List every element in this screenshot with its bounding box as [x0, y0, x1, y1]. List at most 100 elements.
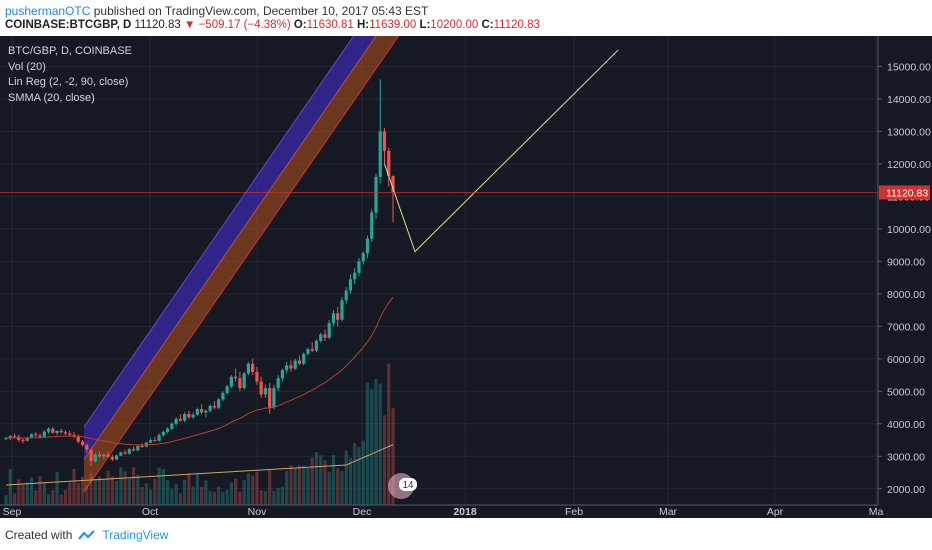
volume-bar	[102, 478, 106, 505]
price-tick-label: 6000.00	[887, 354, 925, 366]
candle-body	[327, 323, 331, 338]
candle-body	[344, 290, 348, 301]
candle-body	[12, 436, 17, 438]
volume-bar	[200, 487, 204, 505]
volume-bar	[76, 482, 80, 505]
volume-bar	[365, 382, 370, 505]
candle-body	[340, 300, 344, 320]
author-link[interactable]: pushermanOTC	[5, 4, 91, 18]
volume-bar	[319, 455, 323, 505]
volume-bar	[374, 378, 378, 505]
candle-body	[348, 279, 353, 291]
volume-bar	[59, 494, 63, 505]
price-tick-label: 3000.00	[887, 451, 925, 463]
candle-body	[263, 388, 268, 395]
time-tick-label: Mar	[659, 506, 678, 518]
price-tick-label: 9000.00	[887, 256, 925, 268]
volume-bar	[12, 493, 17, 505]
candle-body	[242, 373, 246, 389]
tradingview-logo-icon	[78, 529, 96, 540]
close-value: 11120.83	[493, 19, 540, 31]
candle-body	[191, 414, 195, 418]
candle-body	[131, 449, 136, 451]
drawings: 14	[0, 49, 878, 499]
low-label: L:	[419, 19, 431, 31]
volume-bar	[153, 478, 157, 505]
volume-bar	[302, 465, 306, 505]
last-price-tag-label: 11120.83	[886, 187, 928, 199]
candle-body	[51, 428, 55, 433]
candle-body	[80, 441, 85, 445]
volume-bar	[225, 489, 229, 505]
time-axis[interactable]: Sep Oct Nov Dec 2018 Feb Mar Apr Ma	[0, 504, 932, 518]
volume-bar	[387, 363, 391, 505]
volume-bar	[72, 469, 76, 505]
candle-body	[212, 405, 216, 408]
volume-bar	[276, 487, 280, 505]
candle-body	[102, 454, 106, 457]
volume-bar	[178, 493, 182, 505]
high-label: H:	[356, 19, 370, 31]
candle-body	[323, 334, 327, 338]
candle-body	[217, 399, 221, 408]
candle-body	[25, 437, 29, 441]
candle-body	[259, 381, 263, 395]
legend-volume[interactable]: Vol (20)	[8, 60, 46, 73]
candle-body	[391, 175, 395, 193]
candle-body	[319, 334, 323, 341]
tradingview-link[interactable]: TradingView	[102, 528, 169, 542]
candle-body	[225, 386, 229, 393]
price-tick-label: 7000.00	[887, 321, 925, 333]
linreg-channel	[83, 0, 424, 493]
volume-bar	[17, 479, 21, 505]
candle-body	[387, 150, 391, 176]
volume-bar	[42, 482, 46, 505]
candle-body	[251, 363, 255, 372]
chart-area[interactable]: 14 15000.0014000.0013000.0012000.0011000…	[0, 0, 932, 518]
volume-bar	[344, 450, 348, 505]
candle-body	[161, 431, 165, 436]
volume-bar	[229, 482, 233, 505]
volume-bar	[170, 488, 174, 505]
candle-body	[166, 428, 170, 432]
volume-bar	[63, 489, 68, 505]
candle-body	[208, 405, 212, 411]
down-arrow-icon: ▼	[183, 19, 196, 31]
candle-body	[353, 272, 357, 280]
candle-body	[255, 371, 259, 382]
candle-body	[85, 444, 89, 450]
price-axis[interactable]: 15000.0014000.0013000.0012000.0011000.00…	[877, 36, 932, 505]
candle-body	[336, 313, 340, 320]
time-tick-label: Oct	[142, 506, 158, 518]
volume-bar	[136, 474, 140, 505]
time-tick-label: Ma	[869, 506, 884, 518]
price-tick-label: 5000.00	[887, 386, 925, 398]
legend-smma[interactable]: SMMA (20, close)	[8, 91, 95, 104]
upper-channel-band	[84, 0, 401, 460]
published-text: published on TradingView.com, December 1…	[93, 4, 429, 18]
candle-body	[289, 365, 293, 369]
volume-bar	[340, 470, 344, 505]
candle-body	[221, 392, 225, 400]
volume-bar	[327, 471, 331, 505]
legend-linreg[interactable]: Lin Reg (2, -2, 90, close)	[8, 76, 129, 88]
candle-body	[119, 452, 123, 456]
volume-bar	[29, 477, 34, 505]
volume-ma-line	[5, 444, 394, 486]
candle-body	[204, 410, 208, 413]
volume-bar	[157, 467, 161, 505]
volume-bar	[246, 473, 251, 505]
candle-body	[93, 454, 97, 462]
candle-body	[297, 360, 302, 364]
candle-body	[268, 388, 272, 408]
volume-bar	[255, 471, 259, 505]
price-tick-label: 13000.00	[887, 126, 931, 138]
volume-bar	[280, 486, 285, 505]
candle-body	[4, 438, 8, 440]
publish-info: pushermanOTC published on TradingView.co…	[5, 4, 428, 18]
symbol-label: COINBASE:BTCGBP, D	[5, 19, 132, 31]
chart-canvas[interactable]: 14 15000.0014000.0013000.0012000.0011000…	[0, 0, 932, 518]
time-tick-label: 2018	[453, 506, 477, 518]
candle-body	[276, 378, 280, 389]
candle-body	[97, 454, 102, 457]
